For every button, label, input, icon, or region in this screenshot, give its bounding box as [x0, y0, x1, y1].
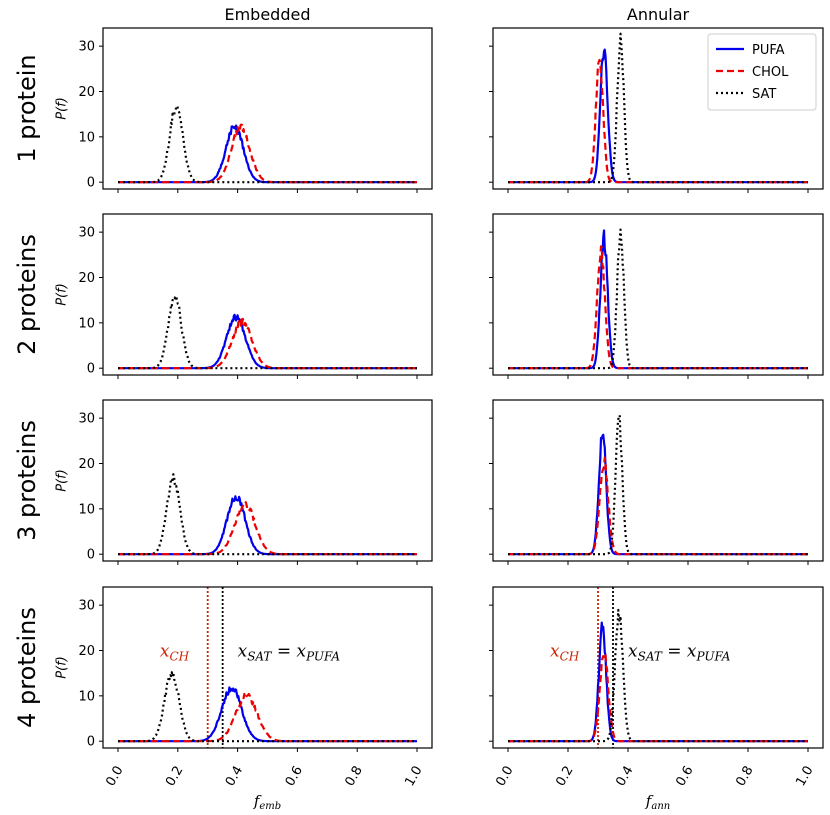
plot-area	[117, 473, 418, 556]
series-chol-line	[117, 692, 418, 743]
series-chol-line	[507, 245, 809, 370]
row-label-1: 1 protein	[13, 54, 41, 162]
series-sat-line	[117, 671, 418, 743]
y-axis-label: P(f)	[55, 97, 70, 120]
x-tick-label: 0.4	[613, 764, 636, 789]
row-label-2: 2 proteins	[13, 234, 41, 355]
plot-area	[117, 295, 418, 370]
panel-frame	[102, 399, 433, 562]
panel-frame	[492, 399, 824, 562]
panel-r1-c2: PUFA CHOL SAT	[489, 27, 824, 193]
x-tick-label: 0.4	[223, 764, 246, 789]
plot-area	[507, 587, 809, 748]
panel-frame	[492, 586, 824, 749]
legend: PUFA CHOL SAT	[707, 33, 817, 111]
legend-label-chol: CHOL	[752, 65, 789, 80]
x-tick-label: 0.2	[553, 764, 576, 789]
series-pufa-line	[117, 124, 418, 184]
annotation-x-sat-eq-x-pufa: xSAT = xPUFA	[238, 641, 341, 663]
x-tick-label: 1.0	[402, 764, 425, 789]
x-axis-label-annular: fann	[645, 792, 670, 812]
row-label-3: 3 proteins	[13, 420, 41, 541]
y-axis-label: P(f)	[55, 283, 70, 306]
x-tick-label: 0.8	[733, 764, 756, 789]
panel-frame	[102, 27, 433, 190]
panel-r3-c1: 0 10 20 30 P(f)	[55, 399, 433, 565]
panel-r4-c2: 0.0 0.2 0.4 0.6 0.8 1.0 xCH xSAT = xPUFA	[489, 586, 824, 789]
y-axis-label: P(f)	[55, 656, 70, 679]
panel-frame	[102, 586, 433, 749]
column-title-annular: Annular	[627, 5, 690, 24]
y-tick-label: 20	[78, 644, 95, 659]
series-chol-line	[117, 317, 418, 370]
series-chol-line	[117, 123, 418, 184]
y-tick-label: 10	[78, 130, 95, 145]
row-label-4: 4 proteins	[13, 607, 41, 728]
y-tick-label: 10	[78, 689, 95, 704]
series-sat-line	[507, 32, 809, 184]
x-tick-label: 0.2	[163, 764, 186, 789]
panel-frame	[102, 213, 433, 376]
y-tick-label: 30	[78, 599, 95, 614]
panel-r1-c1: 0 10 20 30 P(f)	[55, 27, 433, 193]
plot-area	[507, 32, 809, 184]
plot-area	[507, 228, 809, 370]
plot-area	[507, 414, 809, 556]
x-tick-label: 0.6	[283, 764, 306, 789]
panel-frame	[492, 213, 824, 376]
annotation-x-sat-eq-x-pufa: xSAT = xPUFA	[628, 641, 731, 663]
y-tick-label: 0	[87, 548, 95, 563]
x-tick-label: 0.0	[103, 764, 126, 789]
legend-label-sat: SAT	[752, 87, 776, 102]
legend-label-pufa: PUFA	[752, 43, 785, 58]
series-sat-line	[117, 104, 418, 184]
series-chol-line	[507, 651, 809, 743]
series-pufa-line	[117, 495, 418, 556]
column-title-embedded: Embedded	[224, 5, 310, 24]
y-tick-label: 20	[78, 271, 95, 286]
annotation-x-ch: xCH	[160, 641, 190, 663]
x-axis-label-embedded: femb	[253, 792, 281, 812]
y-axis-label: P(f)	[55, 469, 70, 492]
annotation-x-ch: xCH	[550, 641, 580, 663]
panel-r2-c2	[489, 213, 824, 379]
x-tick-label: 0.8	[343, 764, 366, 789]
panel-frame	[492, 27, 824, 190]
panel-r4-c1: 0 10 20 30 0.0 0.2 0.4 0.6 0.8 1.0 P(f) xCH xSAT = x…	[55, 586, 433, 789]
series-sat-line	[117, 295, 418, 370]
plot-area	[117, 587, 418, 748]
series-chol-line	[507, 456, 809, 556]
series-sat-line	[117, 473, 418, 556]
y-tick-label: 0	[87, 735, 95, 750]
series-pufa-line	[507, 433, 809, 556]
plot-area	[117, 104, 418, 184]
series-pufa-line	[507, 621, 809, 743]
y-tick-label: 20	[78, 85, 95, 100]
x-tick-label: 0.6	[673, 764, 696, 789]
series-pufa-line	[117, 313, 418, 370]
y-tick-label: 10	[78, 502, 95, 517]
legend-box	[707, 33, 817, 111]
y-tick-label: 0	[87, 362, 95, 377]
y-tick-label: 30	[78, 40, 95, 55]
panel-r2-c1: 0 10 20 30 P(f)	[55, 213, 433, 379]
series-sat-line	[507, 608, 809, 743]
x-tick-label: 0.0	[493, 764, 516, 789]
series-sat-line	[507, 228, 809, 370]
y-tick-label: 20	[78, 457, 95, 472]
y-tick-label: 30	[78, 226, 95, 241]
series-pufa-line	[507, 229, 809, 370]
y-tick-label: 30	[78, 412, 95, 427]
series-sat-line	[507, 414, 809, 556]
panel-r3-c2	[489, 399, 824, 565]
series-chol-line	[117, 501, 418, 556]
y-tick-label: 10	[78, 316, 95, 331]
y-tick-label: 0	[87, 176, 95, 191]
x-tick-label: 1.0	[793, 764, 816, 789]
